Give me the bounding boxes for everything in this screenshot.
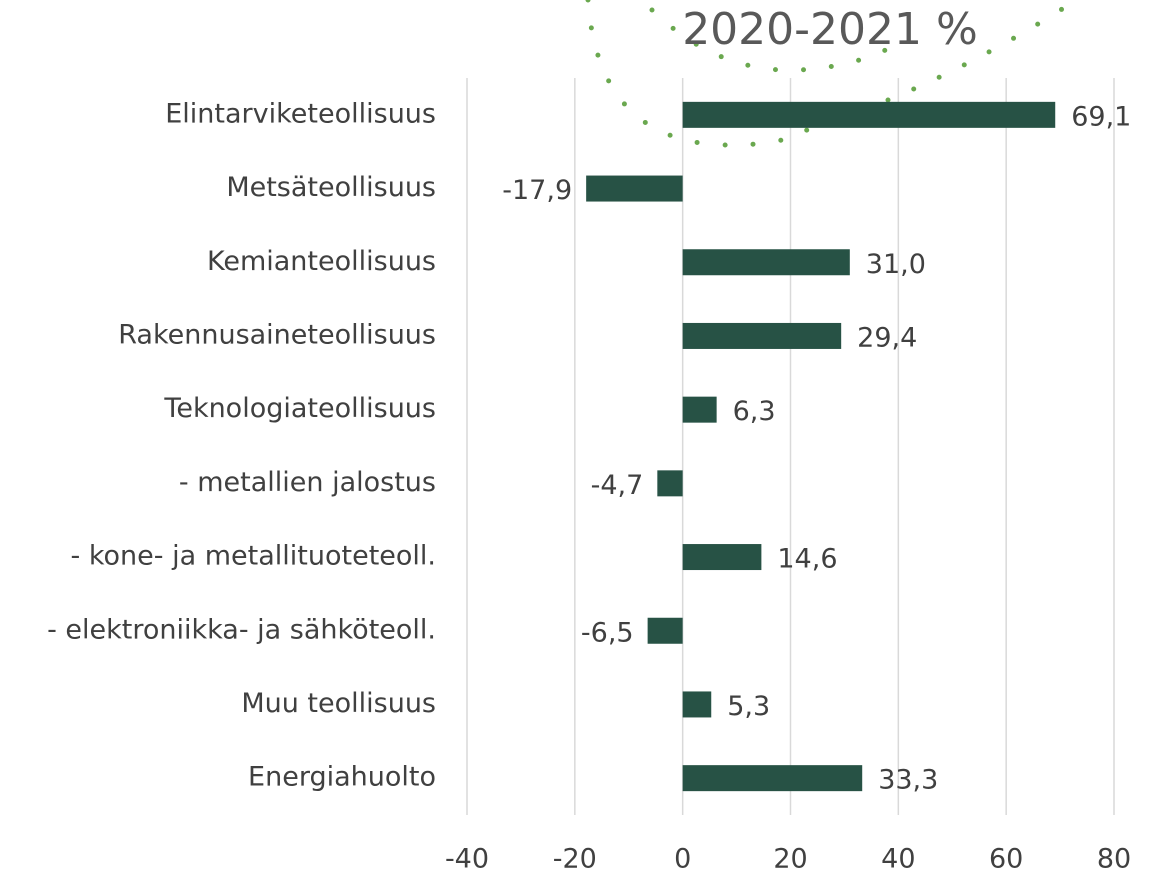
grid bbox=[466, 78, 1115, 815]
data-label: -4,7 bbox=[591, 470, 644, 501]
y-tick-label: - kone- ja metallituoteteoll. bbox=[71, 541, 436, 572]
bar bbox=[657, 470, 683, 497]
data-label: 5,3 bbox=[727, 691, 770, 722]
y-tick-label: - metallien jalostus bbox=[179, 467, 436, 498]
bar bbox=[682, 396, 717, 423]
y-tick-label: Metsäteollisuus bbox=[226, 172, 436, 203]
x-tick-label: 20 bbox=[773, 844, 807, 875]
y-tick-label: Teknologiateollisuus bbox=[163, 393, 436, 424]
y-tick-label: - elektroniikka- ja sähköteoll. bbox=[47, 614, 436, 645]
y-tick-label: Rakennusaineteollisuus bbox=[118, 319, 436, 350]
y-tick-label: Elintarviketeollisuus bbox=[165, 98, 436, 129]
data-label: 31,0 bbox=[866, 249, 926, 280]
bar bbox=[682, 249, 850, 276]
data-label: 69,1 bbox=[1071, 101, 1131, 132]
bar bbox=[586, 175, 683, 202]
data-label: -6,5 bbox=[581, 617, 634, 648]
data-label: 6,3 bbox=[733, 396, 776, 427]
bar bbox=[682, 101, 1056, 128]
x-tick-label: 60 bbox=[989, 844, 1023, 875]
x-tick-label: 40 bbox=[881, 844, 915, 875]
bar bbox=[682, 691, 712, 718]
data-label: -17,9 bbox=[502, 175, 572, 206]
data-label: 29,4 bbox=[857, 322, 917, 353]
bar bbox=[682, 322, 842, 349]
x-tick-label: -40 bbox=[445, 844, 489, 875]
data-label: 33,3 bbox=[878, 765, 938, 796]
x-tick-label: 80 bbox=[1097, 844, 1131, 875]
bar bbox=[682, 765, 863, 792]
x-tick-label: 0 bbox=[674, 844, 691, 875]
y-tick-label: Energiahuolto bbox=[248, 762, 436, 793]
bar bbox=[682, 544, 762, 571]
bars bbox=[586, 101, 1056, 792]
y-tick-label: Kemianteollisuus bbox=[207, 246, 436, 277]
chart-title: 2020-2021 % bbox=[682, 4, 978, 55]
y-tick-label: Muu teollisuus bbox=[241, 688, 436, 719]
x-tick-label: -20 bbox=[553, 844, 597, 875]
data-label: 14,6 bbox=[777, 544, 837, 575]
bar bbox=[647, 617, 683, 644]
